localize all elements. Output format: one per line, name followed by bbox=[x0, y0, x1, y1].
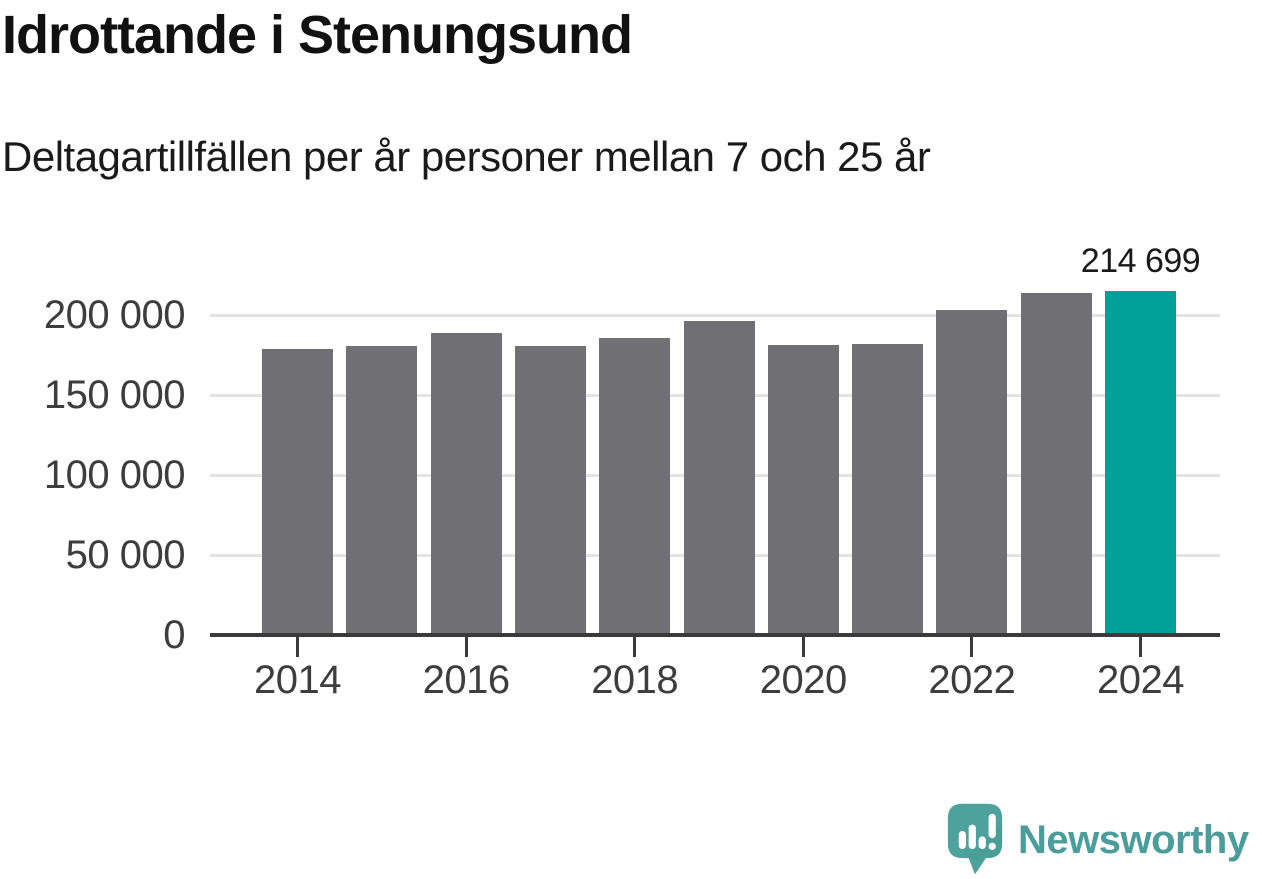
x-tick-label-2022: 2022 bbox=[928, 658, 1016, 702]
bar-2024 bbox=[1105, 291, 1176, 635]
plot-area bbox=[210, 255, 1220, 635]
x-tick-2024 bbox=[1139, 637, 1142, 657]
bar-2020 bbox=[767, 345, 839, 635]
x-tick-label-2020: 2020 bbox=[759, 658, 847, 702]
y-tick-label-100000: 100 000 bbox=[43, 453, 186, 497]
footer-branding: Newsworthy bbox=[946, 800, 1262, 879]
bar-2021 bbox=[852, 343, 924, 635]
y-tick-label-150000: 150 000 bbox=[43, 373, 186, 417]
brand-name: Newsworthy bbox=[1018, 818, 1249, 862]
newsworthy-logo-icon bbox=[947, 803, 1003, 875]
x-tick-label-2018: 2018 bbox=[591, 658, 679, 702]
bar-value-label: 214 699 bbox=[1080, 242, 1201, 281]
x-tick-label-2016: 2016 bbox=[422, 658, 510, 702]
x-tick-2020 bbox=[801, 637, 805, 657]
y-tick-label-200000: 200 000 bbox=[43, 293, 186, 337]
bar-2022 bbox=[936, 310, 1008, 635]
y-tick-label-0: 0 bbox=[163, 613, 185, 657]
x-tick-label-2024: 2024 bbox=[1097, 658, 1184, 702]
chart-subtitle: Deltagartillfällen per år personer mella… bbox=[2, 133, 931, 180]
x-tick-2022 bbox=[970, 637, 974, 657]
x-tick-2014 bbox=[296, 637, 299, 657]
x-axis-line bbox=[210, 633, 1220, 637]
bar-2018 bbox=[599, 338, 671, 635]
chart-title: Idrottande i Stenungsund bbox=[2, 5, 633, 65]
bar-2023 bbox=[1020, 293, 1092, 635]
bar-2017 bbox=[514, 346, 586, 635]
bar-2016 bbox=[430, 333, 502, 635]
x-tick-2016 bbox=[464, 637, 468, 657]
gridline-200000 bbox=[210, 314, 1220, 317]
bar-2019 bbox=[683, 321, 755, 635]
bar-2015 bbox=[346, 346, 418, 635]
x-tick-label-2014: 2014 bbox=[254, 658, 341, 702]
y-tick-label-50000: 50 000 bbox=[65, 533, 186, 577]
x-tick-2018 bbox=[633, 637, 637, 657]
bar-2014 bbox=[262, 348, 333, 635]
